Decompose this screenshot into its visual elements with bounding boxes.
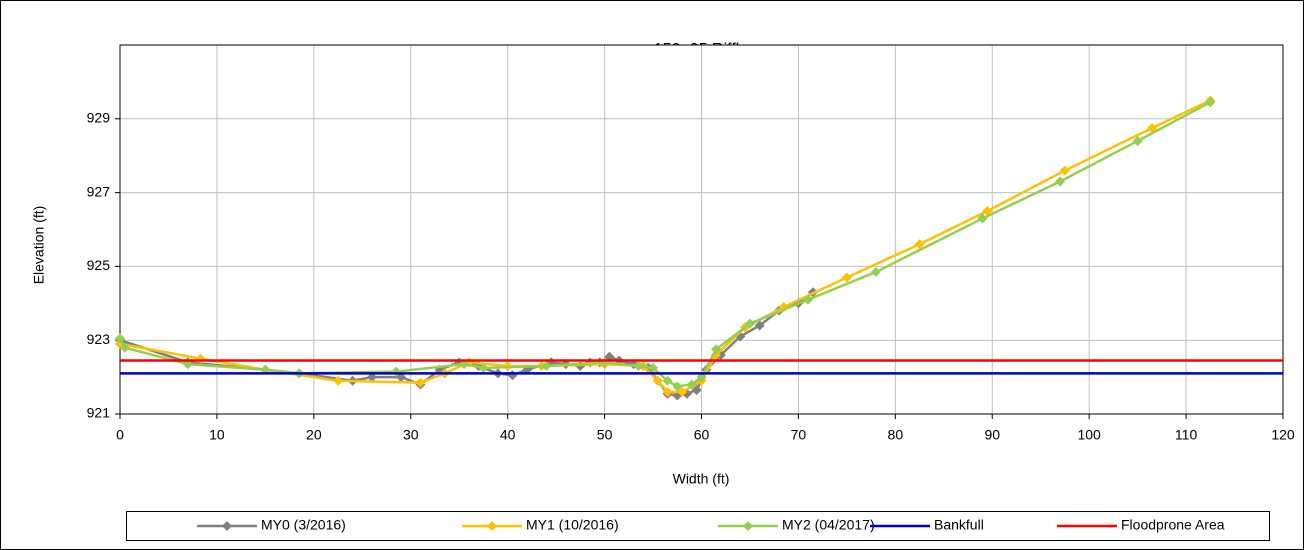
data-point [478,362,489,373]
data-point [1059,165,1070,176]
data-point [711,344,722,355]
legend-label: MY0 (3/2016) [261,517,346,533]
data-point [691,385,702,396]
x-tick-label: 10 [209,427,225,443]
x-tick-label: 80 [888,427,904,443]
legend-marker [222,521,232,531]
x-tick-label: 100 [1077,427,1101,443]
data-point [914,239,925,250]
data-point [677,386,688,397]
legend-label: Floodprone Area [1121,517,1225,533]
legend-label: MY1 (10/2016) [526,517,619,533]
data-point [119,342,130,353]
x-tick-label: 50 [597,427,613,443]
y-tick-label: 921 [87,405,111,421]
data-point [686,379,697,390]
y-tick-label: 929 [87,110,111,126]
data-point [662,386,673,397]
data-point [415,377,426,388]
data-point [662,375,673,386]
data-point [541,361,552,372]
x-tick-label: 40 [500,427,516,443]
x-axis-label: Width (ft) [673,471,730,487]
data-point [977,213,988,224]
legend-marker [743,521,753,531]
x-tick-label: 30 [403,427,419,443]
x-tick-label: 20 [306,427,322,443]
y-tick-label: 925 [87,257,111,273]
x-tick-label: 0 [116,427,124,443]
data-point [870,266,881,277]
data-point [115,333,125,344]
data-point [672,381,683,392]
y-axis-label: Elevation (ft) [31,206,47,285]
legend-marker [487,521,497,531]
x-tick-label: 110 [1175,427,1198,443]
data-point [803,294,814,305]
x-tick-label: 90 [984,427,1000,443]
legend-label: Bankfull [934,517,984,533]
data-point [1055,176,1066,187]
data-point [633,361,644,372]
y-tick-label: 927 [87,183,111,199]
data-point [333,375,344,386]
data-point [744,318,755,329]
series-line [119,99,1211,394]
x-tick-label: 120 [1271,427,1295,443]
plot-border [119,44,1284,415]
data-point [754,320,765,331]
x-tick-label: 60 [694,427,710,443]
y-tick-label: 923 [87,331,111,347]
data-point [841,272,852,283]
x-tick-label: 70 [791,427,807,443]
legend-label: MY2 (04/2017) [782,517,875,533]
data-point [1205,97,1216,108]
data-point [648,362,659,373]
data-point [1132,135,1143,146]
data-point [652,375,663,386]
